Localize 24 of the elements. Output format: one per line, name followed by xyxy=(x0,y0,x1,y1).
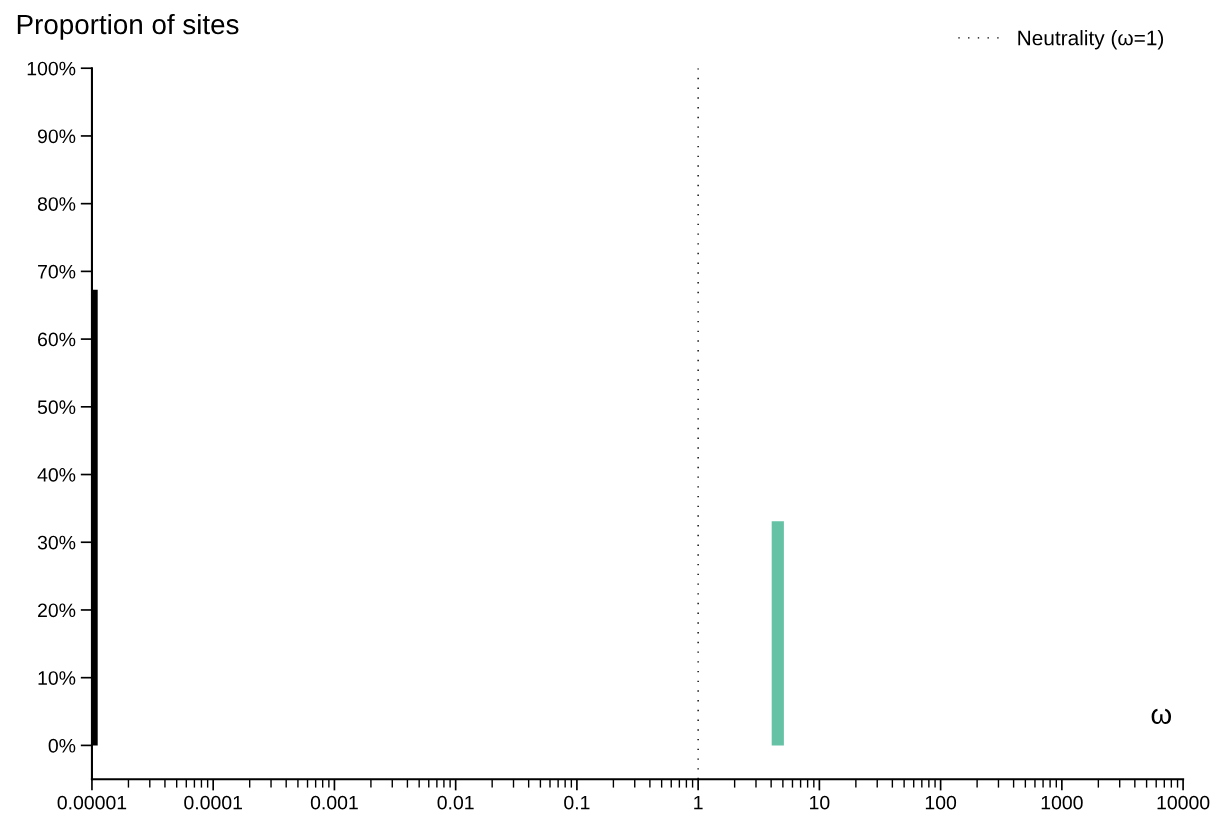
x-tick-label: 0.00001 xyxy=(57,795,127,810)
x-tick-label: 0.01 xyxy=(437,795,474,810)
x-axis-title: ω xyxy=(1151,708,1172,724)
y-tick-label: 70% xyxy=(38,264,76,279)
y-axis-title: Proportion of sites xyxy=(17,13,239,40)
y-tick-label: 20% xyxy=(38,603,76,618)
x-tick-label: 0.001 xyxy=(310,795,358,810)
y-tick-label: 80% xyxy=(37,197,76,211)
y-tick-label: 40% xyxy=(37,468,76,482)
x-tick-label: 1000 xyxy=(1041,795,1083,810)
x-tick-label: 10000 xyxy=(1157,795,1210,810)
y-tick-label: 90% xyxy=(37,129,76,144)
y-tick-label: 10% xyxy=(38,671,76,685)
y-tick-label: 50% xyxy=(37,400,76,415)
y-tick-label: 60% xyxy=(38,332,76,347)
x-tick-label: 0.1 xyxy=(564,795,590,810)
y-tick-label: 0% xyxy=(48,738,76,753)
y-tick-label: 100% xyxy=(27,61,76,76)
legend-label: Neutrality (ω=1) xyxy=(1018,30,1164,50)
y-tick-label: 30% xyxy=(37,535,76,550)
x-tick-label: 0.0001 xyxy=(184,795,242,810)
x-tick-label: 1 xyxy=(694,795,703,810)
x-tick-label: 10 xyxy=(810,795,830,810)
x-tick-label: 100 xyxy=(925,795,957,810)
